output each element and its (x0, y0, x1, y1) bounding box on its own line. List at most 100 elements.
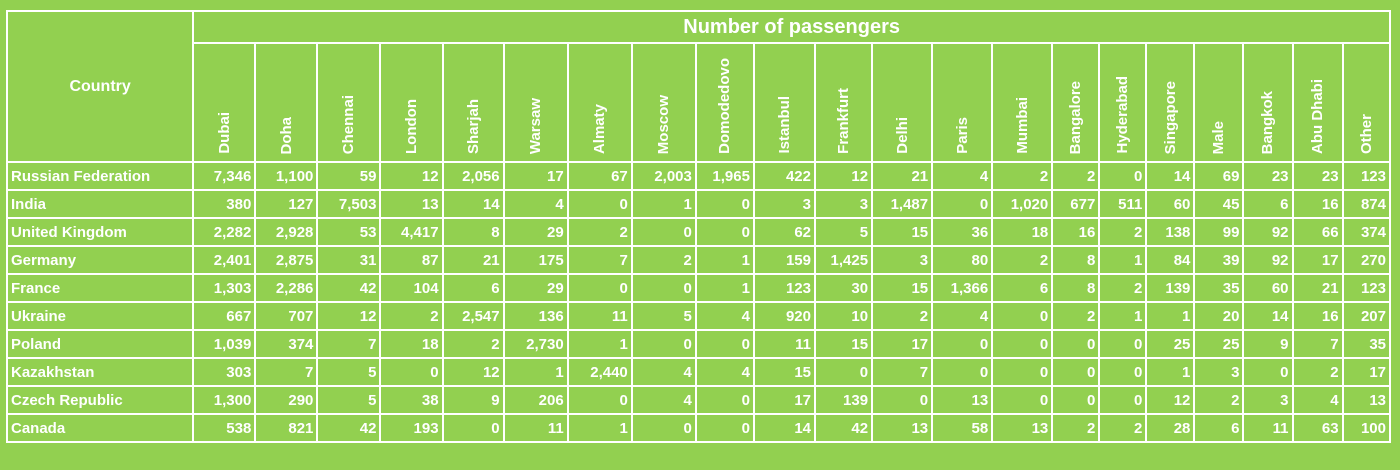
passenger-count-cell: 677 (1051, 189, 1101, 219)
passenger-count-cell: 23 (1242, 161, 1294, 191)
table-row: Canada 538 821 42 193 0 11 1 0 0 14 42 13 58 13 2 2 28 6 11… (5, 413, 1392, 443)
passenger-count-cell: 8 (441, 217, 505, 247)
passenger-count-cell: 0 (694, 217, 755, 247)
passenger-count-cell: 0 (694, 385, 755, 415)
passenger-count-cell: 9 (441, 385, 505, 415)
passenger-count-cell: 25 (1145, 329, 1196, 359)
passenger-count-cell: 2 (1051, 301, 1101, 331)
passenger-count-cell: 7,346 (192, 161, 257, 191)
passenger-count-cell: 42 (813, 413, 874, 443)
passenger-count-cell: 4 (630, 385, 697, 415)
passenger-count-cell: 13 (871, 413, 934, 443)
passenger-count-cell: 0 (379, 357, 444, 387)
passenger-count-cell: 92 (1242, 245, 1294, 275)
passenger-count-cell: 66 (1291, 217, 1344, 247)
column-header-label: Singapore (1161, 80, 1179, 154)
passenger-count-cell: 0 (566, 189, 633, 219)
passenger-count-cell: 6 (441, 273, 505, 303)
passenger-count-cell: 920 (752, 301, 817, 331)
passenger-count-cell: 2 (441, 329, 505, 359)
passenger-count-cell: 821 (254, 413, 319, 443)
passenger-count-cell: 2 (1051, 161, 1101, 191)
column-header-abu-dhabi: Abu Dhabi (1291, 42, 1344, 163)
passenger-count-cell: 4 (502, 189, 569, 219)
passenger-count-cell: 0 (931, 357, 994, 387)
table-row: Czech Republic 1,300 290 5 38 9 206 0 4 0 17 139 0 13… (5, 385, 1392, 415)
passenger-count-cell: 1 (1098, 245, 1148, 275)
column-header-label: Almaty (591, 103, 609, 154)
passenger-count-cell: 17 (1291, 245, 1344, 275)
passenger-count-cell: 11 (566, 301, 633, 331)
passenger-count-cell: 9 (1242, 329, 1294, 359)
passenger-count-cell: 2,875 (254, 245, 319, 275)
passenger-count-cell: 0 (441, 413, 505, 443)
passenger-count-cell: 2 (566, 217, 633, 247)
passenger-table-container: Country Number of passengers Dubai Doha Ch… (5, 10, 1392, 443)
passenger-count-cell: 45 (1193, 189, 1245, 219)
column-header-singapore: Singapore (1145, 42, 1196, 163)
passenger-count-cell: 21 (1291, 273, 1344, 303)
column-header-male: Male (1193, 42, 1245, 163)
passenger-count-cell: 3 (813, 189, 874, 219)
passenger-count-cell: 4 (694, 301, 755, 331)
passenger-count-cell: 1 (566, 413, 633, 443)
passenger-count-cell: 1 (1145, 301, 1196, 331)
passenger-count-cell: 38 (379, 385, 444, 415)
column-header-other: Other (1341, 42, 1392, 163)
column-header-label: Frankfurt (835, 88, 853, 154)
column-header-label: Chennai (340, 94, 358, 154)
passenger-count-cell: 2,401 (192, 245, 257, 275)
passenger-count-cell: 28 (1145, 413, 1196, 443)
passenger-count-cell: 2 (630, 245, 697, 275)
passenger-count-cell: 0 (566, 273, 633, 303)
passenger-count-cell: 270 (1341, 245, 1392, 275)
passenger-count-cell: 5 (316, 357, 382, 387)
country-column-header: Country (5, 10, 195, 163)
passenger-count-cell: 667 (192, 301, 257, 331)
passenger-count-cell: 127 (254, 189, 319, 219)
country-cell: France (5, 273, 195, 303)
column-header-bangkok: Bangkok (1242, 42, 1294, 163)
column-header-label: Bangkok (1259, 90, 1277, 154)
passenger-count-cell: 14 (441, 189, 505, 219)
passenger-count-cell: 18 (379, 329, 444, 359)
passenger-count-cell: 0 (630, 273, 697, 303)
country-cell: India (5, 189, 195, 219)
passenger-count-cell: 15 (871, 273, 934, 303)
passenger-count-cell: 0 (991, 357, 1054, 387)
column-header-bangalore: Bangalore (1051, 42, 1101, 163)
passenger-count-cell: 4 (694, 357, 755, 387)
passenger-count-cell: 0 (694, 189, 755, 219)
table-row: Russian Federation 7,346 1,100 59 12 2,056 17 6… (5, 161, 1392, 191)
passenger-count-cell: 1,300 (192, 385, 257, 415)
passenger-count-cell: 84 (1145, 245, 1196, 275)
passenger-count-cell: 17 (752, 385, 817, 415)
passenger-count-cell: 874 (1341, 189, 1392, 219)
passenger-count-cell: 136 (502, 301, 569, 331)
passenger-count-cell: 11 (752, 329, 817, 359)
passenger-count-cell: 30 (813, 273, 874, 303)
table-row: Kazakhstan 303 7 5 0 12 1 2,440 4 4 15 0 7 0 0 0 0 1 3 0 2 17 (5, 357, 1392, 387)
passenger-count-cell: 0 (1098, 357, 1148, 387)
passenger-count-cell: 6 (1242, 189, 1294, 219)
column-header-warsaw: Warsaw (502, 42, 569, 163)
passenger-count-cell: 13 (379, 189, 444, 219)
passenger-count-cell: 8 (1051, 273, 1101, 303)
passenger-count-cell: 1,965 (694, 161, 755, 191)
passenger-count-cell: 207 (1341, 301, 1392, 331)
column-header-label: Warsaw (527, 97, 545, 154)
column-header-label: Delhi (893, 117, 911, 154)
passenger-count-cell: 1,020 (991, 189, 1054, 219)
column-header-label: Sharjah (464, 98, 482, 154)
passenger-count-cell: 2,003 (630, 161, 697, 191)
passenger-count-cell: 17 (1341, 357, 1392, 387)
passenger-count-cell: 15 (813, 329, 874, 359)
passenger-count-cell: 0 (1098, 385, 1148, 415)
passenger-count-cell: 2,056 (441, 161, 505, 191)
column-header-doha: Doha (254, 42, 319, 163)
passenger-count-cell: 42 (316, 413, 382, 443)
column-header-sharjah: Sharjah (441, 42, 505, 163)
passenger-count-cell: 87 (379, 245, 444, 275)
passenger-count-cell: 7 (254, 357, 319, 387)
passenger-count-cell: 16 (1291, 301, 1344, 331)
